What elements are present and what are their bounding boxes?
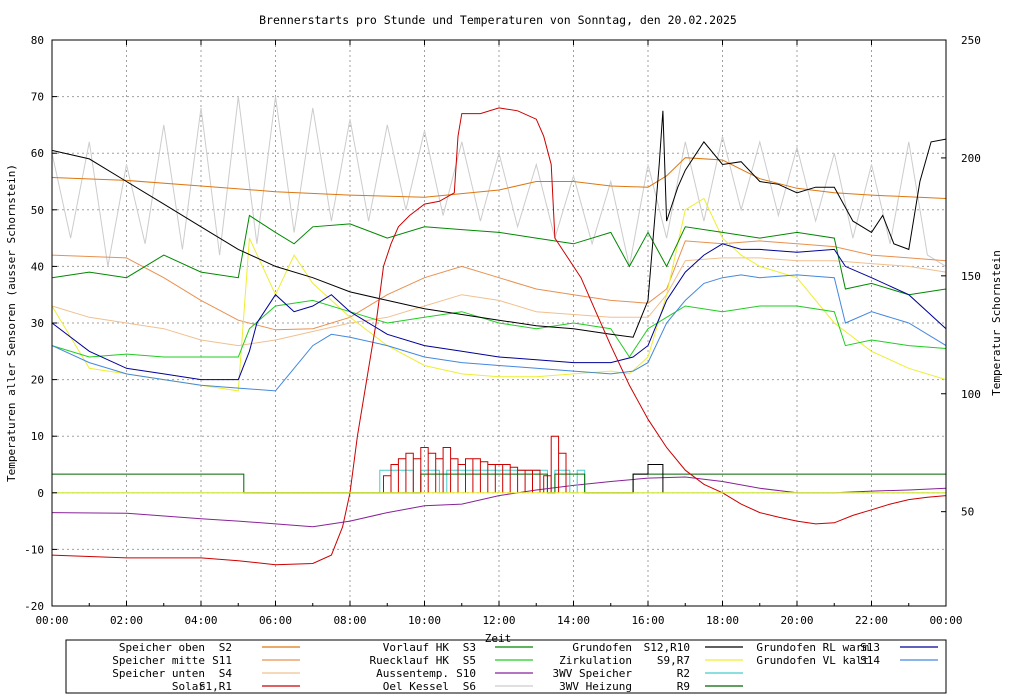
- legend-label: Speicher mitte: [112, 654, 205, 667]
- x-tick-label: 02:00: [110, 614, 143, 627]
- series-line-speicher-unten: [51, 257, 947, 347]
- x-tick-label: 16:00: [631, 614, 664, 627]
- x-tick-label: 12:00: [482, 614, 515, 627]
- legend-label: Vorlauf HK: [383, 641, 450, 654]
- x-tick-label: 04:00: [184, 614, 217, 627]
- y-tick-label: 60: [31, 147, 44, 160]
- y2-axis: 50 100 150 200 250: [941, 34, 981, 519]
- y-tick-label: 0: [37, 487, 44, 500]
- legend-sensor: S1,R1: [199, 680, 232, 693]
- legend-label: Ruecklauf HK: [370, 654, 450, 667]
- x-axis: 00:00 02:00 04:00 06:00 08:00 10:00 12:00 14:00…: [35, 40, 963, 627]
- x-tick-label: 22:00: [855, 614, 888, 627]
- y-tick-label: 70: [31, 91, 44, 104]
- x-tick-label: 20:00: [780, 614, 813, 627]
- y2-axis-label: Temperatur Schornstein: [990, 250, 1003, 396]
- x-tick-label: 00:00: [35, 614, 68, 627]
- legend-label: Grundofen RL warm: [756, 641, 869, 654]
- series-line-grundofen-rl-warm: [51, 243, 947, 381]
- chart-title: Brennerstarts pro Stunde und Temperature…: [259, 13, 737, 27]
- grundofen-burner-steps: [632, 464, 664, 493]
- legend-sensor: S3: [463, 641, 476, 654]
- legend-sensor: S10: [456, 667, 476, 680]
- y-tick-label: 10: [31, 430, 44, 443]
- x-tick-label: 14:00: [557, 614, 590, 627]
- series-line-vorlauf-hk: [51, 214, 947, 296]
- y-tick-label: -10: [24, 543, 44, 556]
- legend-label: Solar: [172, 680, 205, 693]
- legend-label: Grundofen VL kalt: [756, 654, 869, 667]
- series-line-grundofen-vl-kalt: [51, 274, 947, 392]
- legend-sensor: S14: [860, 654, 880, 667]
- series-line-speicher-oben: [51, 157, 947, 199]
- series-line-solar: [51, 107, 947, 566]
- y2-tick-label: 50: [961, 506, 974, 519]
- legend-sensor: S9,R7: [657, 654, 690, 667]
- x-tick-label: 18:00: [706, 614, 739, 627]
- x-tick-label: 00:00: [929, 614, 962, 627]
- legend-label: Grundofen: [572, 641, 632, 654]
- series-group: [51, 96, 947, 566]
- series-line-grundofen: [51, 110, 947, 338]
- legend-label: Zirkulation: [559, 654, 632, 667]
- legend-box: [65, 639, 947, 694]
- legend-sensor: S4: [219, 667, 233, 680]
- y2-tick-label: 100: [961, 388, 981, 401]
- legend-sensor: S2: [219, 641, 232, 654]
- y2-tick-label: 200: [961, 152, 981, 165]
- x-tick-label: 08:00: [333, 614, 366, 627]
- legend-sensor: S12,R10: [644, 641, 690, 654]
- y-axis: -20 -10 0 10 20 30 40 50 60 70 80: [24, 34, 57, 613]
- x-axis-label: Zeit: [485, 632, 512, 645]
- y-tick-label: -20: [24, 600, 44, 613]
- y-tick-label: 50: [31, 204, 44, 217]
- legend-label: Speicher unten: [112, 667, 205, 680]
- y-tick-label: 40: [31, 260, 44, 273]
- legend-label: 3WV Heizung: [559, 680, 632, 693]
- y2-tick-label: 150: [961, 270, 981, 283]
- x-tick-label: 10:00: [408, 614, 441, 627]
- legend-label: Speicher oben: [119, 641, 205, 654]
- legend-sensor: S6: [463, 680, 476, 693]
- legend-sensor: S13: [860, 641, 880, 654]
- y-tick-label: 80: [31, 34, 44, 47]
- legend-label: 3WV Speicher: [553, 667, 633, 680]
- series-line-zirkulation: [51, 197, 947, 392]
- legend-sensor: S5: [463, 654, 476, 667]
- y-tick-label: 20: [31, 374, 44, 387]
- y-tick-label: 30: [31, 317, 44, 330]
- legend-label: Oel Kessel: [383, 680, 449, 693]
- burner-starts-bars: [383, 435, 567, 493]
- legend-label: Aussentemp.: [376, 667, 449, 680]
- series-line-oel-kessel: [51, 96, 947, 267]
- legend-sensor: S11: [212, 654, 232, 667]
- legend: Speicher oben S2 Vorlauf HK S3 Grundofen S12,…: [112, 641, 938, 693]
- y2-tick-label: 250: [961, 34, 981, 47]
- series-line-speicher-mitte: [51, 240, 947, 331]
- legend-sensor: R2: [677, 667, 690, 680]
- x-tick-label: 06:00: [259, 614, 292, 627]
- legend-sensor: R9: [677, 680, 690, 693]
- y-axis-label: Temperaturen aller Sensoren (ausser Scho…: [5, 164, 18, 482]
- burner-starts-group: [52, 435, 946, 494]
- series-line-ruecklauf-hk: [51, 299, 947, 358]
